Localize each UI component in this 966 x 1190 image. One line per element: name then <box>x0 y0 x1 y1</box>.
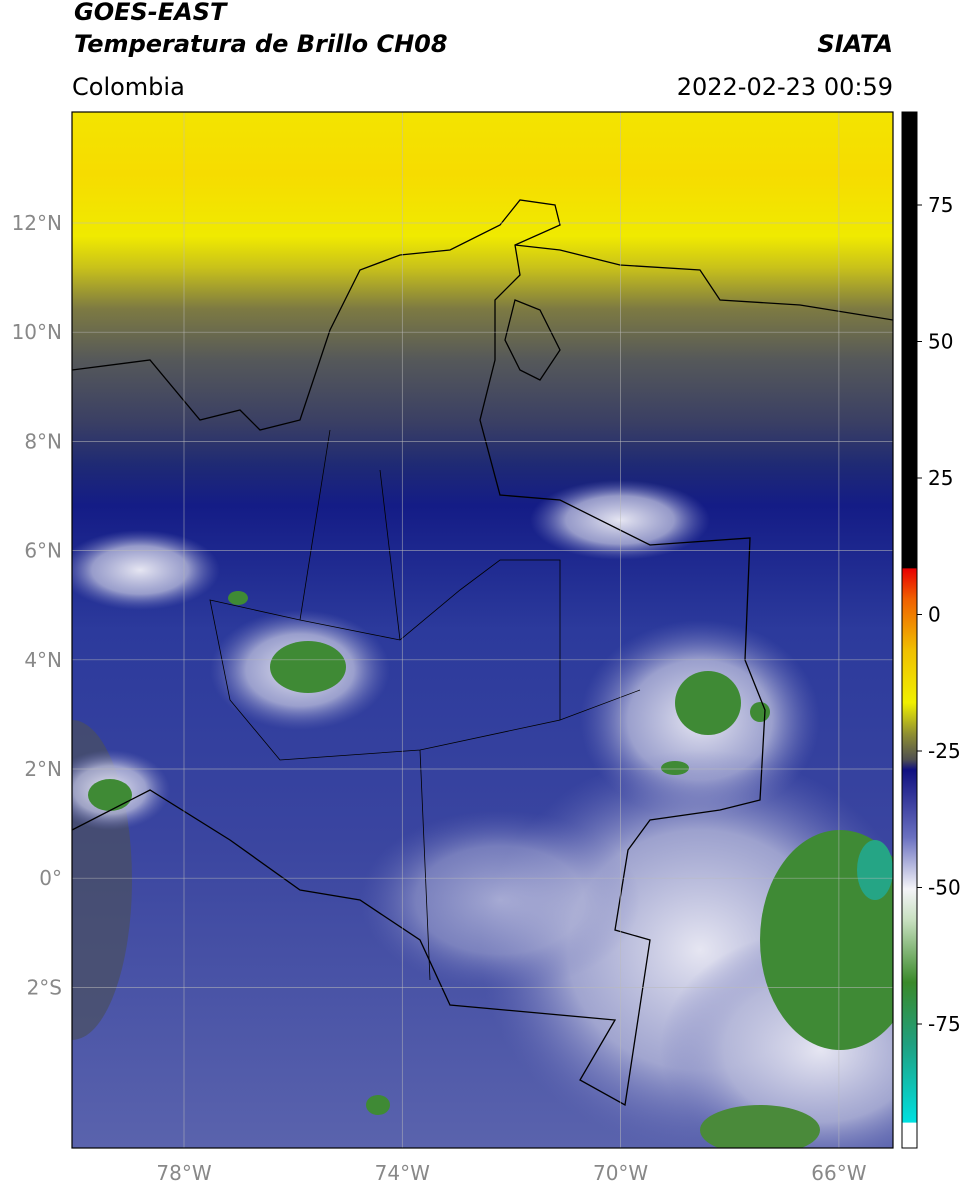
imagery <box>366 1095 390 1115</box>
product: Temperatura de Brillo CH08 <box>74 30 448 58</box>
lat-label: 4°N <box>24 648 62 672</box>
graticule <box>72 112 893 1148</box>
lon-label: 70°W <box>593 1161 648 1185</box>
coastline <box>514 244 893 321</box>
imagery <box>530 480 710 560</box>
imagery <box>750 702 770 722</box>
border <box>72 199 766 1107</box>
imagery <box>72 530 220 610</box>
lat-label: 2°N <box>24 757 62 781</box>
colorbar-label: -25 <box>928 739 961 763</box>
coastline <box>504 299 561 381</box>
lat-label: 8°N <box>24 429 62 453</box>
colorbar-label: 75 <box>928 193 953 217</box>
imagery <box>360 810 640 990</box>
imagery <box>661 761 689 775</box>
colorbar-label: -50 <box>928 876 961 900</box>
imagery <box>760 830 893 1050</box>
lon-label: 74°W <box>375 1161 430 1185</box>
lon-label: 78°W <box>156 1161 211 1185</box>
colorbar-label: -75 <box>928 1012 961 1036</box>
colorbar <box>901 111 918 1149</box>
imagery <box>700 1105 820 1148</box>
imagery <box>228 591 248 605</box>
imagery <box>857 840 893 900</box>
imagery <box>270 641 346 693</box>
map-frame <box>71 111 894 1149</box>
map <box>72 112 893 1148</box>
region: Colombia <box>72 73 185 101</box>
imagery <box>675 671 741 735</box>
colorbar-label: 25 <box>928 466 953 490</box>
lat-label: 2°S <box>27 975 62 999</box>
lat-label: 6°N <box>24 539 62 563</box>
lon-label: 66°W <box>811 1161 866 1185</box>
colorbar-label: 0 <box>928 603 941 627</box>
source: SIATA <box>817 30 893 58</box>
timestamp: 2022-02-23 00:59 <box>677 73 893 101</box>
lat-label: 10°N <box>12 320 62 344</box>
department-border <box>209 429 641 981</box>
lat-label: 0° <box>39 866 62 890</box>
lat-label: 12°N <box>12 211 62 235</box>
satellite: GOES-EAST <box>74 0 228 26</box>
imagery <box>88 779 132 811</box>
colorbar-label: 50 <box>928 330 953 354</box>
